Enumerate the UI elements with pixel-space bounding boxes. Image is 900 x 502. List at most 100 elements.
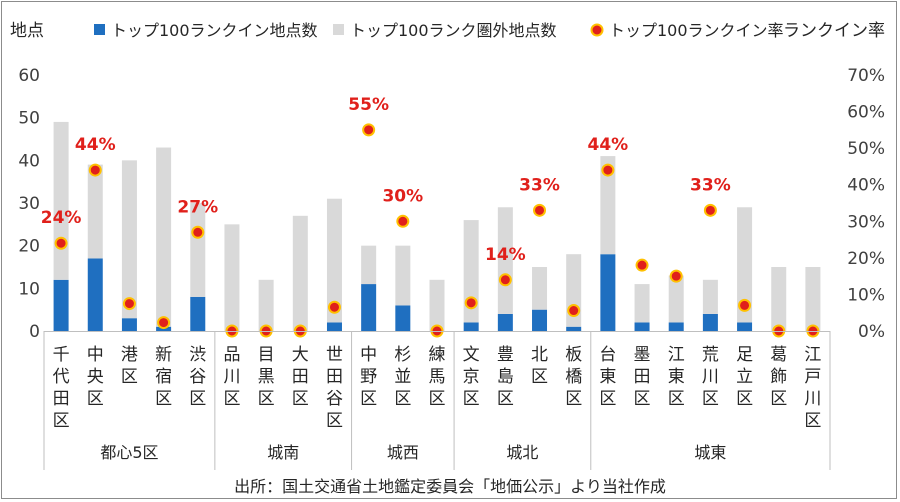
bars: [53, 121, 821, 331]
bar-out-rank: [224, 224, 240, 331]
group-label: 城南: [267, 443, 299, 462]
bar-in-rank: [190, 296, 206, 331]
bar-in-rank: [53, 279, 69, 331]
left-tick-label: 0: [29, 322, 40, 342]
rate-marker: [157, 316, 171, 330]
left-tick-label: 50: [18, 109, 40, 129]
legend-swatch-in-rank: [94, 24, 105, 35]
rate-marker: [464, 296, 478, 310]
right-tick-label: 60%: [847, 103, 885, 123]
bar-in-rank: [497, 313, 513, 331]
rate-marker: [703, 203, 717, 217]
bar-out-rank: [600, 156, 616, 255]
ward-label: 千代田区: [53, 345, 70, 431]
group-label: 城北: [506, 443, 538, 462]
bar-out-rank: [737, 207, 753, 323]
ward-label: 世田谷区: [326, 345, 343, 431]
right-axis-title: ランクイン率: [783, 21, 885, 41]
ward-label: 北区: [531, 345, 548, 387]
ward-label: 港区: [121, 345, 138, 387]
ward-label: 江東区: [668, 345, 685, 409]
rate-label: 44%: [588, 135, 629, 155]
ward-label: 葛飾区: [770, 345, 787, 409]
rate-marker: [601, 163, 615, 177]
left-tick-label: 20: [18, 237, 40, 257]
rate-label: 33%: [519, 175, 560, 195]
bar-out-rank: [668, 275, 684, 323]
rate-marker: [362, 123, 376, 137]
ward-label: 大田区: [292, 345, 309, 409]
rate-marker: [567, 304, 581, 318]
rate-marker: [88, 163, 102, 177]
right-tick-label: 40%: [847, 176, 885, 196]
bar-in-rank: [395, 305, 411, 331]
bar-out-rank: [292, 215, 308, 331]
ward-label: 品川区: [223, 345, 240, 409]
bar-in-rank: [600, 254, 616, 331]
bar-out-rank: [258, 279, 274, 331]
rate-marker: [738, 298, 752, 312]
ward-label: 渋谷区: [189, 345, 206, 409]
legend-label-in-rank: トップ100ランクイン地点数: [111, 21, 318, 40]
legend-label-out-rank: トップ100ランク圏外地点数: [350, 21, 557, 40]
bar-in-rank: [361, 284, 377, 331]
bar-in-rank: [737, 322, 753, 331]
bar-out-rank: [702, 279, 718, 314]
bar-out-rank: [156, 147, 172, 327]
bar-in-rank: [87, 258, 103, 331]
left-tick-label: 40: [18, 151, 40, 171]
rate-marker: [122, 297, 136, 311]
bar-out-rank: [532, 267, 548, 310]
rate-label: 33%: [690, 175, 731, 195]
ward-label: 足立区: [736, 345, 753, 409]
bar-out-rank: [326, 198, 342, 323]
ward-label: 杉並区: [394, 345, 411, 409]
rate-marker: [498, 273, 512, 287]
ward-label: 中野区: [360, 345, 377, 409]
rate-marker: [327, 300, 341, 314]
bar-out-rank: [771, 267, 787, 331]
right-tick-label: 70%: [847, 66, 885, 86]
right-tick-label: 20%: [847, 249, 885, 269]
bar-out-rank: [87, 164, 103, 259]
left-axis-ticks: 0 10 20 30 40 50 60: [18, 66, 40, 342]
bar-out-rank: [429, 279, 445, 331]
bar-in-rank: [463, 322, 479, 331]
bar-in-rank: [121, 318, 137, 331]
rate-marker: [396, 214, 410, 228]
ward-label: 墨田区: [634, 345, 651, 409]
group-label: 都心5区: [100, 443, 158, 462]
bar-out-rank: [463, 220, 479, 323]
source-note: 出所：国土交通省土地鑑定委員会「地価公示」より当社作成: [234, 477, 666, 496]
ward-label: 豊島区: [497, 345, 514, 409]
ward-label: 練馬区: [429, 345, 446, 409]
group-label: 城東: [694, 443, 726, 462]
left-tick-label: 30: [18, 194, 40, 214]
bar-out-rank: [395, 245, 411, 306]
rate-marker: [191, 225, 205, 239]
rate-marker: [635, 258, 649, 272]
bar-out-rank: [634, 284, 650, 323]
legend-marker-rate: [590, 23, 604, 37]
legend-label-rate: トップ100ランクイン率: [609, 21, 784, 40]
bar-in-rank: [702, 313, 718, 331]
bar-out-rank: [190, 203, 206, 297]
rate-label: 27%: [177, 197, 218, 217]
rate-labels: 24% 44% 27% 55% 30% 14% 33% 44% 33%: [41, 95, 731, 265]
rate-label: 44%: [75, 135, 116, 155]
ward-label: 中央区: [87, 345, 104, 409]
rate-label: 14%: [485, 245, 526, 265]
rate-marker: [533, 203, 547, 217]
left-tick-label: 60: [18, 66, 40, 86]
rate-marker: [54, 236, 68, 250]
rate-label: 24%: [41, 208, 82, 228]
right-tick-label: 10%: [847, 285, 885, 305]
bar-out-rank: [121, 160, 137, 319]
ward-label: 台東区: [599, 345, 616, 409]
right-tick-label: 50%: [847, 139, 885, 159]
left-axis-title: 地点: [10, 21, 44, 41]
bar-out-rank: [497, 207, 513, 314]
ward-label: 江戸川区: [804, 345, 821, 431]
